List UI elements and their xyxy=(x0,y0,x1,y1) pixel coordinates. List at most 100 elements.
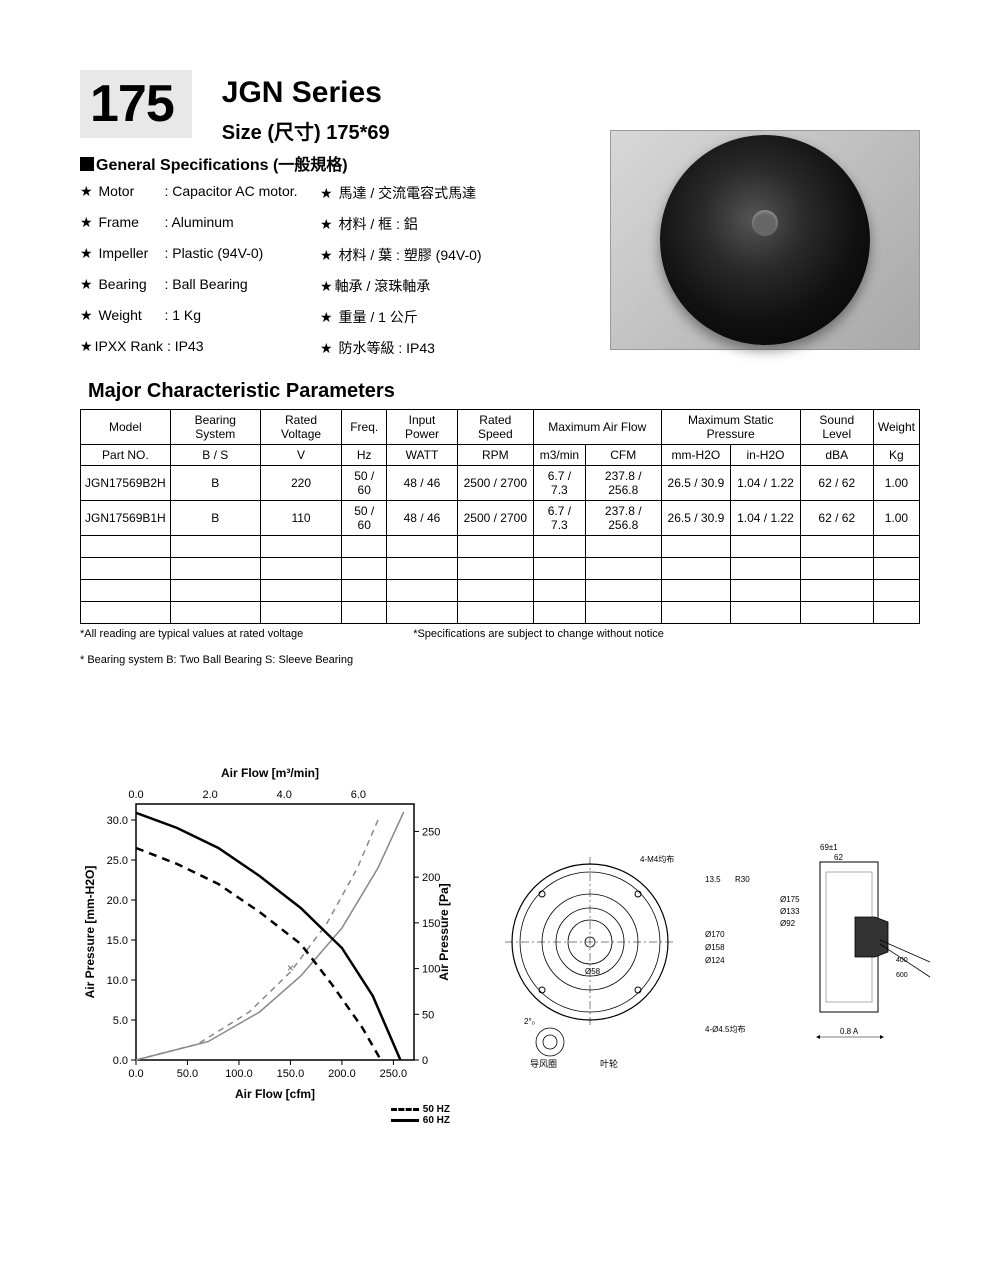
table-header-row-1: Model Bearing System Rated Voltage Freq.… xyxy=(81,410,920,445)
table-row: JGN17569B2HB22050 / 6048 / 462500 / 2700… xyxy=(81,466,920,501)
svg-text:100.0: 100.0 xyxy=(225,1068,253,1080)
spec-en-2: ★ Impeller: Plastic (94V-0) xyxy=(80,245,320,265)
spec-cn-0: ★ 馬達 / 交流電容式馬達 xyxy=(320,183,550,203)
dwg-hole-label: 4-M4均布 xyxy=(640,854,674,864)
star-icon: ★ xyxy=(80,338,93,354)
star-icon: ★ xyxy=(80,183,93,199)
star-icon: ★ xyxy=(80,245,93,261)
svg-text:250: 250 xyxy=(422,826,440,838)
note-1: *All reading are typical values at rated… xyxy=(80,628,303,640)
spec-cn-2: ★ 材料 / 葉 : 塑膠 (94V-0) xyxy=(320,245,550,265)
spec-en-1: ★ Frame: Aluminum xyxy=(80,214,320,234)
svg-text:6.0: 6.0 xyxy=(351,789,366,801)
table-row xyxy=(81,558,920,580)
svg-text:Air Pressure [mm-H2O]: Air Pressure [mm-H2O] xyxy=(83,866,97,999)
table-header-row-2: Part NO. B / S V Hz WATT RPM m3/min CFM … xyxy=(81,445,920,466)
product-photo xyxy=(610,130,920,350)
fan-hub-icon xyxy=(752,210,778,236)
chart-title-top: Air Flow [m³/min] xyxy=(80,766,460,780)
svg-text:2.0: 2.0 xyxy=(202,789,217,801)
star-icon: ★ xyxy=(80,307,93,323)
svg-text:50: 50 xyxy=(422,1009,434,1021)
table-row xyxy=(81,580,920,602)
svg-text:0.0: 0.0 xyxy=(128,789,143,801)
star-icon: ★ xyxy=(80,276,93,292)
svg-text:0.8 A: 0.8 A xyxy=(840,1027,859,1036)
svg-text:200: 200 xyxy=(422,872,440,884)
solid-line-icon xyxy=(391,1119,419,1122)
svg-text:0: 0 xyxy=(422,1055,428,1067)
chart-svg: 0.05.010.015.020.025.030.005010015020025… xyxy=(80,784,460,1104)
model-number-box: 175 xyxy=(80,70,192,138)
th-pressure: Maximum Static Pressure xyxy=(661,410,800,445)
drawing-svg: 4-M4均布 Ø58 2°₀ 导风圈 叶轮 13.5 R30 Ø170 Ø158 xyxy=(480,812,940,1072)
spec-en-3: ★ Bearing: Ball Bearing xyxy=(80,276,320,296)
size-text: Size (尺寸) 175*69 xyxy=(222,116,390,145)
svg-text:0.0: 0.0 xyxy=(128,1068,143,1080)
svg-text:×: × xyxy=(287,961,294,975)
spec-cn-1: ★ 材料 / 框 : 鋁 xyxy=(320,214,550,234)
spec-cn-5: ★ 防水等級 : IP43 xyxy=(320,338,550,358)
th-voltage: Rated Voltage xyxy=(260,410,341,445)
svg-text:Ø175: Ø175 xyxy=(780,895,800,904)
table-row xyxy=(81,602,920,624)
svg-text:10.0: 10.0 xyxy=(107,975,128,987)
star-icon: ★ xyxy=(320,340,333,356)
svg-text:Ø92: Ø92 xyxy=(780,919,796,928)
svg-text:4-Ø4.5均布: 4-Ø4.5均布 xyxy=(705,1024,745,1034)
svg-text:Ø124: Ø124 xyxy=(705,956,725,965)
th-sound: Sound Level xyxy=(800,410,873,445)
star-icon: ★ xyxy=(320,216,333,232)
th-power: Input Power xyxy=(387,410,458,445)
th-bearing: Bearing System xyxy=(170,410,260,445)
technical-drawings: 4-M4均布 Ø58 2°₀ 导风圈 叶轮 13.5 R30 Ø170 Ø158 xyxy=(480,766,940,1072)
svg-text:4.0: 4.0 xyxy=(277,789,292,801)
svg-text:R30: R30 xyxy=(735,875,750,884)
th-freq: Freq. xyxy=(342,410,387,445)
parameters-table: Model Bearing System Rated Voltage Freq.… xyxy=(80,409,920,624)
svg-text:50.0: 50.0 xyxy=(177,1068,198,1080)
th-weight: Weight xyxy=(873,410,919,445)
dwg-center-dia: Ø58 xyxy=(585,967,601,976)
svg-text:200.0: 200.0 xyxy=(328,1068,356,1080)
major-params-title: Major Characteristic Parameters xyxy=(88,380,920,403)
th-speed: Rated Speed xyxy=(457,410,533,445)
title-header: 175 JGN Series Size (尺寸) 175*69 xyxy=(80,70,580,145)
svg-text:20.0: 20.0 xyxy=(107,895,128,907)
svg-text:叶轮: 叶轮 xyxy=(600,1058,618,1069)
dash-line-icon xyxy=(391,1108,419,1111)
svg-text:62: 62 xyxy=(834,853,843,862)
series-name: JGN Series xyxy=(222,76,390,110)
svg-text:Ø158: Ø158 xyxy=(705,943,725,952)
star-icon: ★ xyxy=(80,214,93,230)
svg-text:25.0: 25.0 xyxy=(107,855,128,867)
spec-cn-4: ★ 重量 / 1 公斤 xyxy=(320,307,550,327)
spec-grid: ★ Motor: Capacitor AC motor. ★ 馬達 / 交流電容… xyxy=(80,183,580,358)
spec-en-5: ★IPXX Rank : IP43 xyxy=(80,338,320,358)
svg-text:Ø170: Ø170 xyxy=(705,930,725,939)
svg-text:2°₀: 2°₀ xyxy=(524,1017,535,1026)
model-number: 175 xyxy=(90,74,174,134)
svg-text:13.5: 13.5 xyxy=(705,875,721,884)
chart-legend: 50 HZ 60 HZ xyxy=(80,1104,460,1126)
th-airflow: Maximum Air Flow xyxy=(533,410,661,445)
spec-en-4: ★ Weight: 1 Kg xyxy=(80,307,320,327)
performance-chart: Air Flow [m³/min] 0.05.010.015.020.025.0… xyxy=(80,766,460,1126)
star-icon: ★ xyxy=(320,309,333,325)
svg-text:30.0: 30.0 xyxy=(107,815,128,827)
spec-en-0: ★ Motor: Capacitor AC motor. xyxy=(80,183,320,203)
svg-text:Air Pressure [Pa]: Air Pressure [Pa] xyxy=(437,883,451,980)
svg-text:150.0: 150.0 xyxy=(277,1068,305,1080)
square-bullet-icon xyxy=(80,157,94,171)
svg-text:5.0: 5.0 xyxy=(113,1015,128,1027)
th-model: Model xyxy=(81,410,171,445)
star-icon: ★ xyxy=(320,278,333,294)
table-row: JGN17569B1HB11050 / 6048 / 462500 / 2700… xyxy=(81,501,920,536)
svg-text:0.0: 0.0 xyxy=(113,1055,128,1067)
note-2: *Specifications are subject to change wi… xyxy=(413,628,664,640)
star-icon: ★ xyxy=(320,247,333,263)
fan-disc-icon xyxy=(660,135,870,345)
svg-text:600: 600 xyxy=(896,972,908,979)
table-row xyxy=(81,536,920,558)
svg-text:69±1: 69±1 xyxy=(820,843,838,852)
